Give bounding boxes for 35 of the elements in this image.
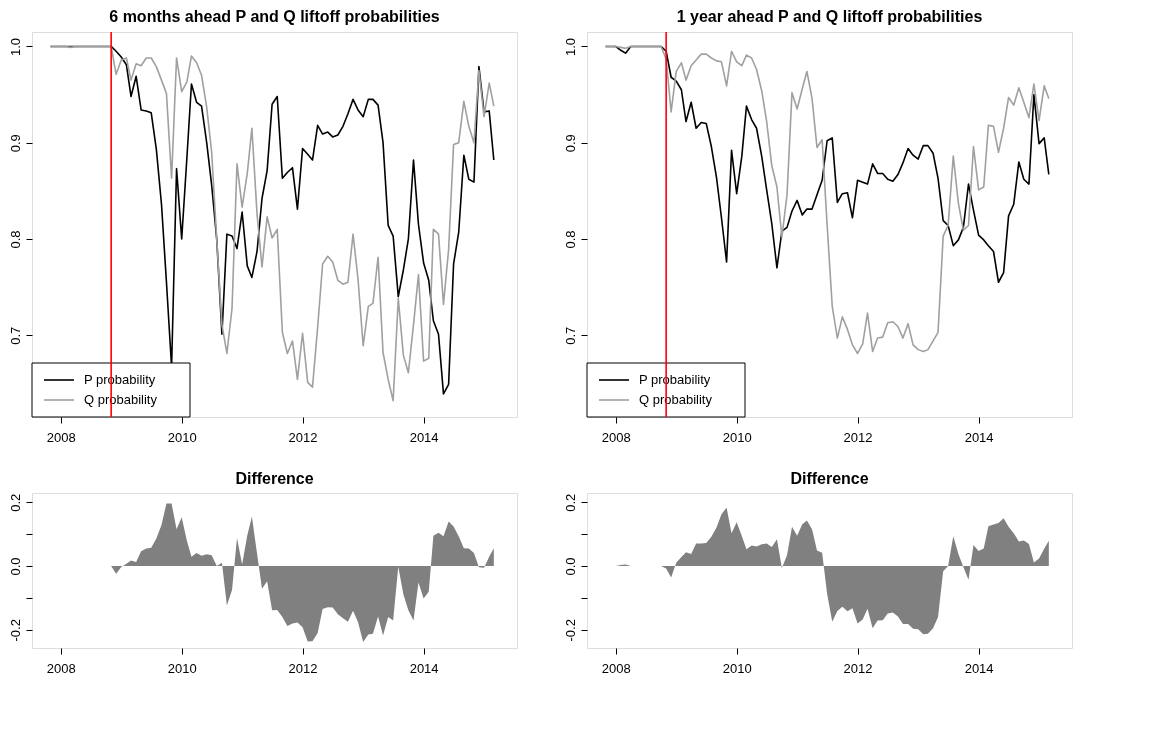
x-tick-label: 2012 bbox=[288, 429, 318, 445]
x-tick-label: 2010 bbox=[722, 429, 752, 445]
x-tick-label: 2012 bbox=[843, 660, 873, 676]
y-tick-label: 0.2 bbox=[562, 493, 578, 512]
y-tick-label: 0.7 bbox=[562, 326, 578, 345]
y-tick-label: 0.9 bbox=[562, 134, 578, 153]
y-tick-label: 0.0 bbox=[562, 557, 578, 576]
x-tick-label: 2008 bbox=[601, 660, 631, 676]
y-tick-label: 0.8 bbox=[562, 230, 578, 249]
x-tick-label: 2008 bbox=[601, 429, 631, 445]
x-tick-label: 2014 bbox=[409, 660, 439, 676]
x-tick-label: 2012 bbox=[288, 660, 318, 676]
x-tick-label: 2008 bbox=[46, 660, 76, 676]
y-tick-label: 1.0 bbox=[562, 37, 578, 56]
x-tick-label: 2010 bbox=[722, 660, 752, 676]
x-tick-label: 2012 bbox=[843, 429, 873, 445]
y-tick-label: 0.7 bbox=[7, 326, 23, 345]
chart-title: 6 months ahead P and Q liftoff probabilities bbox=[109, 8, 440, 26]
chart-title: 1 year ahead P and Q liftoff probabilities bbox=[676, 8, 983, 26]
x-tick-label: 2010 bbox=[167, 429, 197, 445]
x-tick-label: 2010 bbox=[167, 660, 197, 676]
y-tick-label: 0.2 bbox=[7, 493, 23, 512]
y-tick-label: 0.8 bbox=[7, 230, 23, 249]
chart-title: Difference bbox=[790, 470, 869, 487]
y-tick-label: 0.9 bbox=[7, 134, 23, 153]
chart-title: Difference bbox=[235, 470, 314, 487]
y-tick-label: -0.2 bbox=[7, 619, 23, 642]
x-tick-label: 2014 bbox=[964, 429, 994, 445]
x-tick-label: 2008 bbox=[46, 429, 76, 445]
y-tick-label: 1.0 bbox=[7, 37, 23, 56]
y-tick-label: 0.0 bbox=[7, 557, 23, 576]
line-series bbox=[604, 45, 1050, 355]
x-tick-label: 2014 bbox=[409, 429, 439, 445]
x-tick-label: 2014 bbox=[964, 660, 994, 676]
y-tick-label: -0.2 bbox=[562, 619, 578, 642]
